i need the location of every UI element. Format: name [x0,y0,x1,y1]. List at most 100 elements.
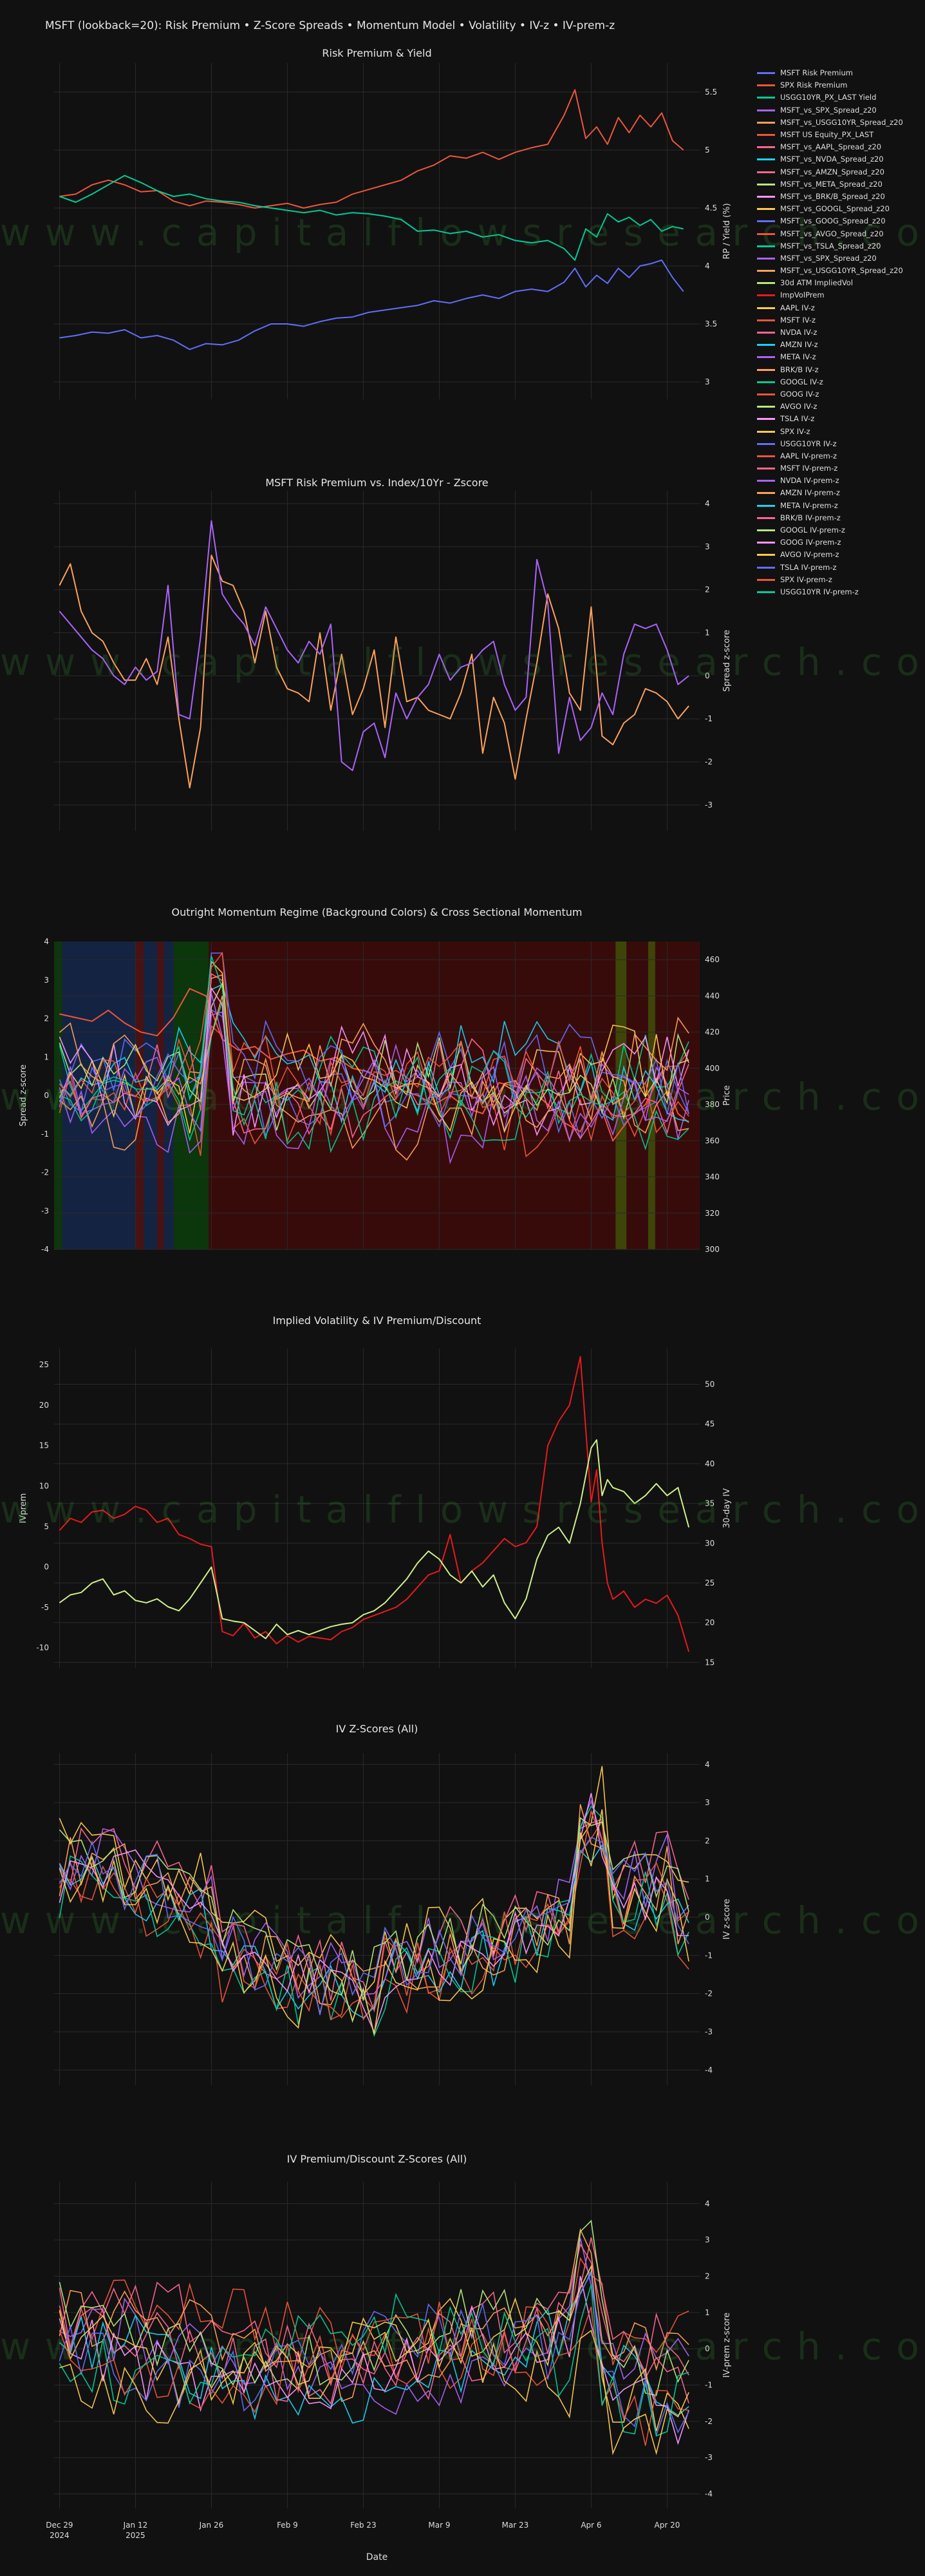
legend-swatch [757,566,775,569]
legend-item[interactable]: MSFT_vs_AVGO_Spread_z20 [757,227,903,240]
y-tick-label: 0 [44,1562,49,1571]
legend-item[interactable]: MSFT_vs_NVDA_Spread_z20 [757,153,903,166]
legend-swatch [757,504,775,507]
legend-item[interactable]: MSFT_vs_AMZN_Spread_z20 [757,166,903,178]
legend-swatch [757,183,775,185]
legend-item[interactable]: SPX IV-z [757,425,903,437]
legend-item[interactable]: 30d ATM ImpliedVol [757,277,903,289]
legend-label: AMZN IV-prem-z [780,488,840,498]
y2-tick-label: 3 [705,542,710,551]
legend-item[interactable]: MSFT_vs_AAPL_Spread_z20 [757,141,903,153]
y-tick-label: 25 [39,1360,49,1369]
legend-swatch [757,455,775,457]
legend-item[interactable]: SPX IV-prem-z [757,574,903,586]
legend-item[interactable]: META IV-prem-z [757,500,903,512]
series-line [59,2237,689,2401]
legend-item[interactable]: MSFT_vs_META_Spread_z20 [757,178,903,191]
panel-1: 3 3.5 4 4.5 5 5.5 Risk Premium & Yield RP / Yie… [0,47,925,399]
x-tick-label: Dec 29 [46,2521,73,2530]
legend-item[interactable]: GOOGL IV-z [757,376,903,388]
legend-swatch [757,232,775,235]
legend-label: MSFT_vs_BRK/B_Spread_z20 [780,191,885,201]
y-axis-title: Spread z-score [19,1065,28,1126]
legend-item[interactable]: AMZN IV-z [757,339,903,351]
legend-item[interactable]: MSFT_vs_USGG10YR_Spread_z20 [757,117,903,129]
y2-tick-label: 300 [705,1245,720,1254]
y2-tick-label: -2 [705,757,713,766]
legend-swatch [757,220,775,223]
legend-swatch [757,158,775,161]
legend-item[interactable]: BRK/B IV-z [757,364,903,376]
series-line [59,1804,689,2005]
series-line [59,2284,689,2437]
x-tick-label: Apr 6 [581,2521,601,2530]
legend-item[interactable]: MSFT_vs_TSLA_Spread_z20 [757,240,903,252]
legend-label: MSFT_vs_TSLA_Spread_z20 [780,241,881,251]
y2-tick-label: -4 [705,2065,713,2074]
legend-item[interactable]: MSFT US Equity_PX_LAST [757,129,903,141]
legend-item[interactable]: TSLA IV-z [757,413,903,425]
legend-item[interactable]: NVDA IV-prem-z [757,475,903,487]
legend-item[interactable]: BRK/B IV-prem-z [757,512,903,524]
legend-label: AAPL IV-prem-z [780,451,837,460]
legend-item[interactable]: USGG10YR IV-prem-z [757,586,903,598]
series-line [59,987,689,1137]
y2-tick-label: -2 [705,1989,713,1998]
legend-item[interactable]: USGG10YR_PX_LAST Yield [757,91,903,104]
series-line [59,972,689,1140]
series-line [59,175,684,261]
y-tick-label: 15 [39,1441,49,1450]
legend-item[interactable]: MSFT_vs_GOOG_Spread_z20 [757,215,903,227]
legend-item[interactable]: SPX Risk Premium [757,79,903,91]
legend-item[interactable]: AVGO IV-prem-z [757,549,903,561]
legend-item[interactable]: TSLA IV-prem-z [757,562,903,574]
legend-item[interactable]: MSFT Risk Premium [757,67,903,79]
legend-label: META IV-z [780,352,816,362]
legend-item[interactable]: MSFT_vs_SPX_Spread_z20 [757,252,903,265]
panel-2: -3 -2 -1 0 1 2 3 4 MSFT Risk Premium vs. Index/1… [0,477,925,831]
legend-label: GOOGL IV-z [780,377,823,386]
legend-label: META IV-prem-z [780,500,838,510]
y2-tick-label: 4 [705,261,710,270]
legend-item[interactable]: NVDA IV-z [757,327,903,339]
legend-item[interactable]: USGG10YR IV-z [757,438,903,450]
legend-item[interactable]: MSFT_vs_USGG10YR_Spread_z20 [757,265,903,277]
series-line [59,1819,689,2012]
series-line [59,1817,689,2001]
legend-item[interactable]: GOOG IV-z [757,388,903,401]
legend-item[interactable]: MSFT_vs_GOOGL_Spread_z20 [757,203,903,215]
panel-title: Risk Premium & Yield [322,47,431,59]
legend-item[interactable]: AMZN IV-prem-z [757,487,903,499]
series-line [59,2318,689,2456]
legend-swatch [757,591,775,593]
legend-label: MSFT IV-prem-z [780,464,838,473]
legend-item[interactable]: GOOGL IV-prem-z [757,524,903,536]
legend-label: ImpVolPrem [780,290,825,300]
legend-label: GOOGL IV-prem-z [780,526,845,535]
watermark: w w w . c a p i t a l f l o w s r e s e … [0,1899,925,1942]
legend-swatch [757,430,775,433]
legend-item[interactable]: META IV-z [757,351,903,363]
legend-swatch [757,72,775,75]
series-line [59,2219,689,2396]
y2-tick-label: 0 [705,671,710,680]
series-line [59,983,689,1124]
legend-item[interactable]: MSFT_vs_SPX_Spread_z20 [757,104,903,117]
x-tick-label: Feb 9 [277,2521,298,2530]
legend-item[interactable]: ImpVolPrem [757,289,903,301]
legend-item[interactable]: AVGO IV-z [757,401,903,413]
legend-item[interactable]: MSFT IV-prem-z [757,462,903,475]
legend-swatch [757,146,775,149]
legend-label: BRK/B IV-z [780,365,819,374]
y2-axis-title: RP / Yield (%) [722,203,732,259]
legend-label: NVDA IV-z [780,328,818,337]
legend-swatch [757,109,775,111]
legend-item[interactable]: GOOG IV-prem-z [757,536,903,549]
y-tick-label: -4 [41,1245,49,1254]
legend-item[interactable]: MSFT_vs_BRK/B_Spread_z20 [757,191,903,203]
legend-item[interactable]: AAPL IV-z [757,302,903,314]
legend-swatch [757,578,775,581]
legend-item[interactable]: MSFT IV-z [757,314,903,327]
legend-item[interactable]: AAPL IV-prem-z [757,450,903,462]
